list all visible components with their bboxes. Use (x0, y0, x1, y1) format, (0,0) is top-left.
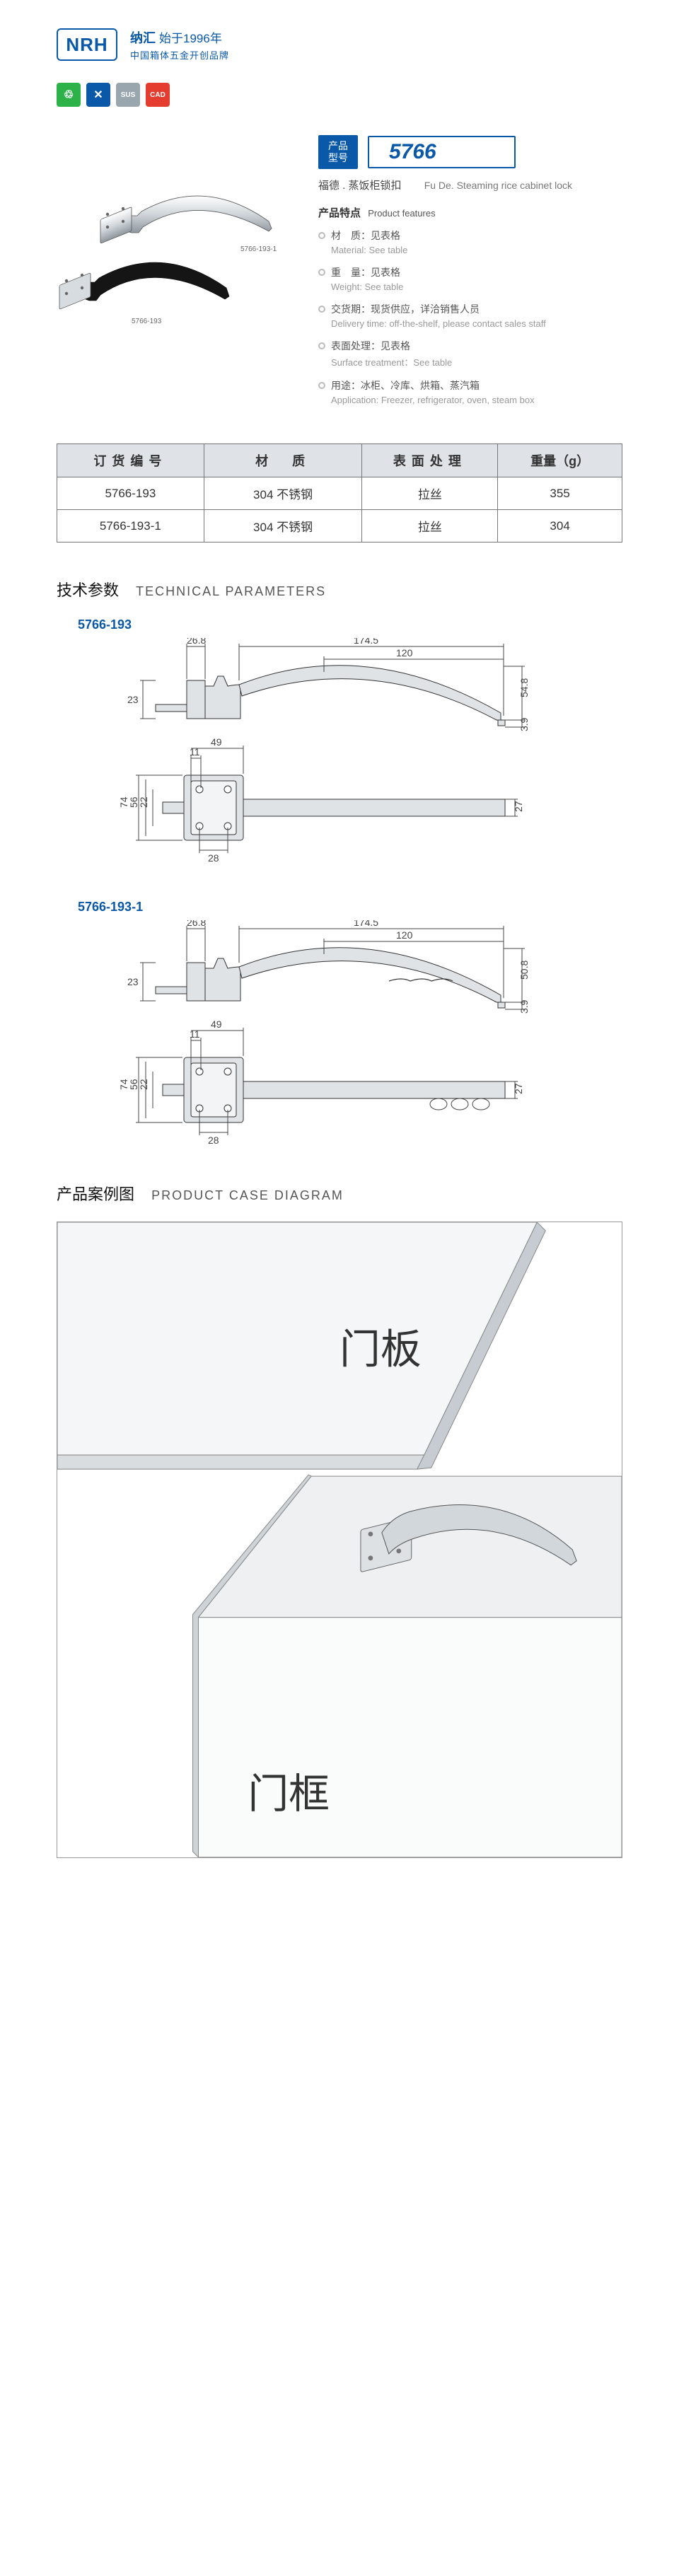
tech-heading: 技术参数 TECHNICAL PARAMETERS (57, 578, 622, 601)
table-row: 5766-193-1304 不锈钢拉丝304 (57, 510, 622, 543)
product-illustration: 5766-193-1 5766-193 (57, 135, 283, 415)
feature-item: 表面处理：见表格Surface treatment：See table (318, 339, 622, 369)
table-header: 重量（g） (498, 444, 622, 477)
table-row: 5766-193304 不锈钢拉丝355 (57, 477, 622, 510)
svg-text:28: 28 (208, 1135, 219, 1146)
svg-text:120: 120 (396, 929, 413, 941)
svg-text:11: 11 (190, 746, 200, 758)
tech-drawing: 26.8 174.5 120 23 54.8 3.9 11 49 28 74 5… (99, 638, 580, 871)
product-name: 福德 . 蒸饭柜锁扣 Fu De. Steaming rice cabinet … (318, 178, 622, 192)
svg-text:49: 49 (211, 1019, 222, 1030)
feature-icon: SUS (116, 83, 140, 107)
feature-icon: ♲ (57, 83, 81, 107)
svg-text:26.8: 26.8 (187, 638, 206, 646)
brand-cn-main: 纳汇 (130, 31, 156, 45)
illus-label-a: 5766-193-1 (240, 245, 277, 253)
features-list: 材 质：见表格Material: See table 重 量：见表格Weight… (318, 228, 622, 405)
case-heading: 产品案例图 PRODUCT CASE DIAGRAM (57, 1182, 622, 1205)
svg-text:50.8: 50.8 (518, 961, 530, 980)
case-label-frame: 门框 (248, 1772, 330, 1817)
product-heading-row: 5766-193-1 5766-193 产品 型号 5766 (57, 135, 622, 415)
product-info: 产品 型号 5766 福德 . 蒸饭柜锁扣 Fu De. Steaming ri… (318, 135, 622, 415)
table-header: 材 质 (204, 444, 362, 477)
brand-since: 始于1996年 (159, 32, 222, 45)
svg-text:27: 27 (513, 1083, 524, 1094)
table-header: 订货编号 (57, 444, 204, 477)
brand-sub: 中国箱体五金开创品牌 (130, 48, 229, 62)
svg-text:3.9: 3.9 (518, 999, 530, 1014)
feature-icon-row: ♲✕SUSCAD (57, 83, 622, 107)
drawing-wrap: 26.8 174.5 120 23 54.8 3.9 11 49 28 74 5… (57, 638, 622, 871)
features-heading: 产品特点 Product features (318, 205, 622, 220)
brand-text: 纳汇 始于1996年 中国箱体五金开创品牌 (130, 28, 229, 62)
feature-icon: ✕ (86, 83, 110, 107)
svg-text:22: 22 (138, 796, 149, 808)
svg-text:120: 120 (396, 647, 413, 658)
drawing-wrap: 26.8 174.5 120 23 50.8 3.9 11 49 28 74 5… (57, 920, 622, 1154)
case-label-panel: 门板 (340, 1328, 422, 1373)
feature-item: 用途：冰柜、冷库、烘箱、蒸汽箱Application: Freezer, ref… (318, 378, 622, 405)
feature-icon: CAD (146, 83, 170, 107)
table-header: 表面处理 (362, 444, 498, 477)
svg-text:26.8: 26.8 (187, 920, 206, 928)
variant-label: 5766-193-1 (78, 900, 622, 915)
spec-table: 订货编号材 质表面处理重量（g） 5766-193304 不锈钢拉丝355576… (57, 443, 622, 543)
svg-text:23: 23 (127, 976, 139, 987)
variant-label: 5766-193 (78, 617, 622, 632)
svg-text:49: 49 (211, 736, 222, 748)
model-label: 产品 型号 (318, 135, 358, 169)
bullet-icon (318, 269, 325, 276)
svg-text:22: 22 (138, 1079, 149, 1090)
feature-item: 重 量：见表格Weight: See table (318, 265, 622, 292)
logo: NRH (57, 28, 117, 61)
svg-text:23: 23 (127, 694, 139, 705)
case-diagram: 门板 门框 (57, 1222, 622, 1858)
svg-text:3.9: 3.9 (518, 717, 530, 731)
feature-item: 交货期：现货供应，详洽销售人员Delivery time: off-the-sh… (318, 302, 622, 329)
brand-header: NRH 纳汇 始于1996年 中国箱体五金开创品牌 (57, 28, 622, 62)
svg-text:174.5: 174.5 (354, 638, 378, 646)
bullet-icon (318, 306, 325, 313)
bullet-icon (318, 382, 325, 389)
svg-text:11: 11 (190, 1028, 200, 1040)
model-number: 5766 (368, 136, 516, 168)
tech-drawing: 26.8 174.5 120 23 50.8 3.9 11 49 28 74 5… (99, 920, 580, 1154)
logo-text: NRH (66, 34, 108, 56)
illus-label-b: 5766-193 (132, 318, 162, 325)
bullet-icon (318, 342, 325, 349)
svg-text:28: 28 (208, 852, 219, 864)
feature-item: 材 质：见表格Material: See table (318, 228, 622, 255)
bullet-icon (318, 232, 325, 239)
svg-text:174.5: 174.5 (354, 920, 378, 928)
svg-text:27: 27 (513, 801, 524, 812)
svg-text:54.8: 54.8 (518, 678, 530, 697)
